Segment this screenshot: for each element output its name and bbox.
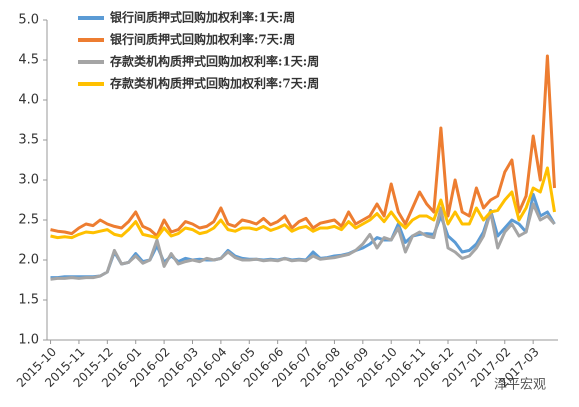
legend-label: 银行间质押式回购加权利率:1天:周 — [110, 10, 295, 25]
legend-label: 银行间质押式回购加权利率:7天:周 — [110, 32, 295, 47]
y-tick-label: 3.0 — [18, 173, 39, 188]
y-tick-label: 2.0 — [18, 253, 39, 268]
series-line — [50, 202, 556, 281]
legend-label: 存款类机构质押式回购加权利率:1天:周 — [109, 54, 319, 69]
series-line — [50, 54, 556, 238]
watermark: 泽平宏观 — [494, 378, 546, 393]
series-line — [50, 192, 556, 280]
y-tick-label: 4.5 — [18, 53, 39, 68]
legend-label: 存款类机构质押式回购加权利率:7天:周 — [109, 76, 319, 91]
y-tick-label: 2.5 — [18, 213, 39, 228]
y-tick-label: 1.0 — [18, 333, 39, 348]
series-line — [50, 166, 556, 240]
y-tick-label: 3.5 — [18, 133, 39, 148]
y-tick-label: 5.0 — [18, 13, 39, 28]
y-tick-label: 1.5 — [18, 293, 39, 308]
y-tick-label: 4.0 — [18, 93, 39, 108]
